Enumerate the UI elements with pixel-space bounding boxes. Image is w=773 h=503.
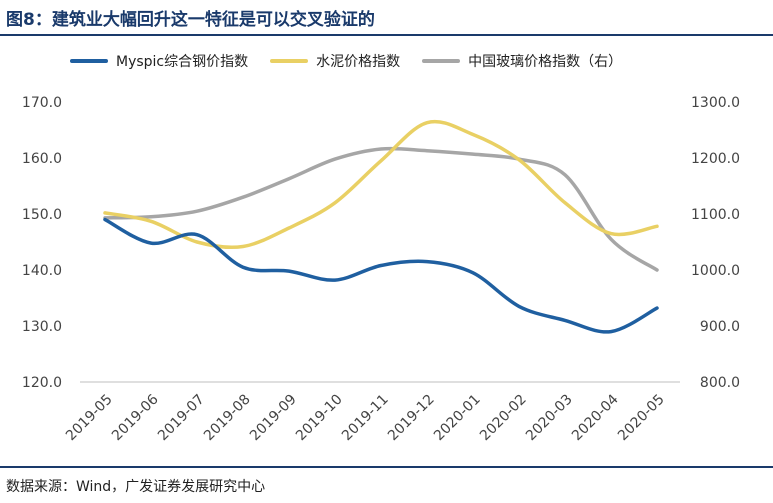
left-tick-label: 150.0 [22, 207, 62, 223]
x-tick-label: 2019-07 [155, 391, 208, 444]
left-tick-label: 160.0 [22, 151, 62, 167]
cement-price-line [103, 119, 659, 250]
right-tick-label: 1000.0 [691, 263, 740, 279]
legend-item-cement: 水泥价格指数 [270, 51, 400, 71]
right-tick-label: 1300.0 [691, 95, 740, 111]
x-tick-label: 2020-04 [569, 391, 622, 444]
left-tick-label: 120.0 [22, 375, 62, 391]
steel-price-line [103, 217, 659, 334]
figure-title: 图8：建筑业大幅回升这一特征是可以交叉验证的 [6, 10, 375, 30]
legend-label-cement: 水泥价格指数 [316, 54, 401, 70]
left-axis: 120.0 130.0 140.0 150.0 160.0 170.0 [22, 95, 62, 391]
legend-item-steel: Myspic综合钢价指数 [70, 51, 248, 71]
right-tick-label: 1200.0 [691, 151, 740, 167]
legend-label-glass: 中国玻璃价格指数（右） [468, 54, 623, 70]
legend-swatch-cement [270, 59, 309, 63]
x-axis: 2019-052019-062019-072019-082019-092019-… [63, 391, 668, 444]
x-tick-label: 2019-11 [339, 391, 392, 444]
source-note: 数据来源：Wind，广发证券发展研究中心 [6, 479, 266, 495]
left-tick-label: 170.0 [22, 95, 62, 111]
footer: 数据来源：Wind，广发证券发展研究中心 [0, 466, 773, 503]
legend-item-glass: 中国玻璃价格指数（右） [422, 51, 622, 71]
series-lines [103, 119, 659, 334]
x-tick-label: 2019-09 [247, 391, 300, 444]
x-tick-label: 2020-05 [615, 391, 668, 444]
x-tick-label: 2019-06 [109, 391, 162, 444]
legend-label-steel: Myspic综合钢价指数 [116, 54, 249, 70]
right-tick-label: 900.0 [700, 319, 740, 335]
title-bar: 图8：建筑业大幅回升这一特征是可以交叉验证的 [0, 0, 773, 36]
right-tick-label: 800.0 [700, 375, 740, 391]
x-tick-label: 2020-03 [523, 391, 576, 444]
legend-swatch-glass [422, 59, 461, 63]
x-tick-label: 2019-10 [293, 391, 346, 444]
chart-legend: Myspic综合钢价指数 水泥价格指数 中国玻璃价格指数（右） [70, 50, 644, 72]
right-axis: 800.0 900.0 1000.0 1100.0 1200.0 1300.0 [691, 95, 740, 391]
left-tick-label: 140.0 [22, 263, 62, 279]
line-chart: 120.0 130.0 140.0 150.0 160.0 170.0 800.0 900.… [22, 95, 740, 444]
x-tick-label: 2019-05 [63, 391, 116, 444]
x-tick-label: 2019-08 [201, 391, 254, 444]
glass-price-line [103, 146, 659, 272]
left-tick-label: 130.0 [22, 319, 62, 335]
right-tick-label: 1100.0 [691, 207, 740, 223]
x-tick-label: 2019-12 [385, 391, 438, 444]
legend-swatch-steel [70, 59, 108, 63]
x-tick-label: 2020-01 [431, 391, 484, 444]
x-tick-label: 2020-02 [477, 391, 530, 444]
